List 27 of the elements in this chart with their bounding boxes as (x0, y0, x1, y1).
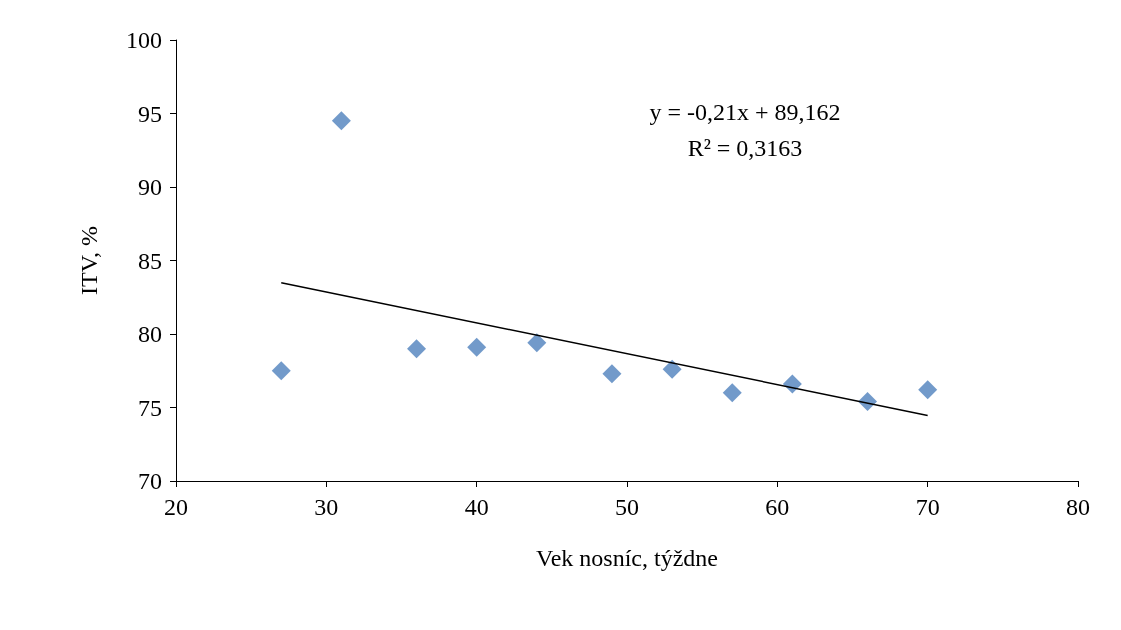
y-tick-label: 70 (138, 468, 162, 494)
annotation: y = -0,21x + 89,162 (649, 99, 841, 125)
point (407, 339, 427, 359)
x-tick-label: 30 (314, 494, 339, 520)
y-tick-label: 90 (138, 174, 162, 200)
point (331, 111, 351, 131)
point (918, 380, 938, 400)
point (467, 337, 487, 357)
x-tick-label: 60 (765, 494, 790, 520)
point (662, 359, 682, 379)
point (602, 364, 622, 384)
x-tick-label: 80 (1066, 494, 1090, 520)
y-tick-label: 95 (138, 100, 162, 127)
x-tick-label: 50 (615, 494, 639, 520)
y-tick-label: 100 (126, 27, 162, 53)
x-tick-label: 70 (915, 494, 940, 520)
y-tick-label: 85 (138, 247, 162, 274)
y-tick-label: 75 (138, 394, 162, 421)
x-tick-label: 40 (464, 494, 489, 520)
point (527, 333, 547, 353)
y-tick-label: 80 (138, 321, 162, 347)
point (271, 361, 291, 381)
x-tick-label: 20 (164, 494, 188, 520)
annotation: R² = 0,3163 (687, 135, 803, 161)
x-axis-title: Vek nosníc, týždne (536, 545, 718, 571)
point (722, 383, 742, 403)
y-axis-title: ITV, % (76, 226, 102, 295)
